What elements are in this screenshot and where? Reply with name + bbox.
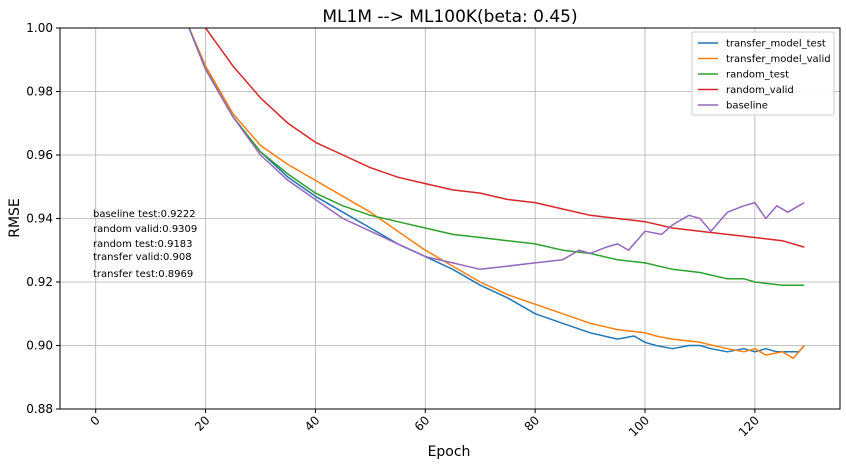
series-line-transfer-model-valid <box>188 28 805 359</box>
legend: transfer_model_test transfer_model_validr… <box>691 31 835 116</box>
y-tick-label: 0.96 <box>26 148 53 162</box>
y-axis-label: RMSE <box>7 198 23 238</box>
x-tick-label: 80 <box>522 413 543 434</box>
series-line-random-test <box>188 28 805 286</box>
y-tick-label: 0.90 <box>26 339 53 353</box>
x-tick-label: 0 <box>88 413 103 428</box>
legend-label-random-valid: random_valid <box>726 85 794 96</box>
legend-label-random-test: random_test <box>726 70 789 81</box>
annotation-random-test: random test:0.9183 <box>93 239 193 250</box>
annotation-transfer-valid: transfer valid:0.908 <box>93 252 192 263</box>
annotation-random-valid: random valid:0.9309 <box>93 224 197 235</box>
x-tick-label: 40 <box>302 413 323 434</box>
series-line-baseline <box>188 28 805 271</box>
legend-box <box>691 31 835 116</box>
legend-label-transfer-model-valid: transfer_model_valid <box>726 54 831 65</box>
y-tick-label: 0.92 <box>26 275 53 289</box>
x-tick-label: 20 <box>192 413 213 434</box>
annotation-baseline-test: baseline test:0.9222 <box>93 209 196 220</box>
y-tick-label: 0.98 <box>26 85 53 99</box>
x-axis-label: Epoch <box>428 444 471 460</box>
y-tick-label: 0.88 <box>26 402 53 416</box>
y-tick-label: 0.94 <box>26 212 53 226</box>
annotation-transfer-test: transfer test:0.8969 <box>93 269 193 280</box>
x-tick-label: 100 <box>626 413 652 439</box>
x-tick-label: 120 <box>736 413 762 439</box>
legend-label-transfer-model-test: transfer_model_test <box>726 39 826 50</box>
chart-title: ML1M --> ML100K(beta: 0.45) <box>322 7 577 27</box>
annotations: baseline test:0.9222 random valid:0.9309… <box>93 209 197 280</box>
series-lines <box>188 28 805 359</box>
legend-label-baseline: baseline <box>726 101 768 112</box>
series-line-random-valid <box>204 28 805 248</box>
series-line-transfer-model-test <box>188 28 805 353</box>
y-tick-label: 1.00 <box>26 21 53 35</box>
x-tick-label: 60 <box>412 413 433 434</box>
